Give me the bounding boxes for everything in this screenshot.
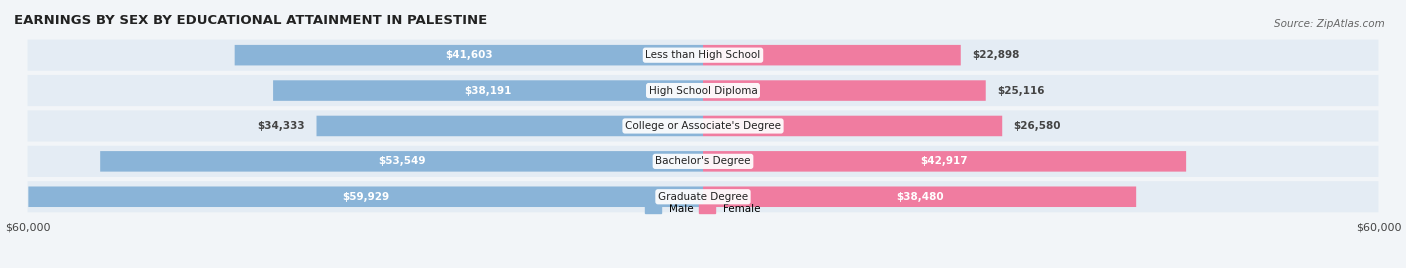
- FancyBboxPatch shape: [703, 80, 986, 101]
- FancyBboxPatch shape: [703, 116, 1002, 136]
- Text: EARNINGS BY SEX BY EDUCATIONAL ATTAINMENT IN PALESTINE: EARNINGS BY SEX BY EDUCATIONAL ATTAINMEN…: [14, 14, 488, 27]
- FancyBboxPatch shape: [235, 45, 703, 65]
- Text: $38,480: $38,480: [896, 192, 943, 202]
- Text: College or Associate's Degree: College or Associate's Degree: [626, 121, 780, 131]
- FancyBboxPatch shape: [28, 146, 1378, 177]
- FancyBboxPatch shape: [28, 181, 1378, 212]
- FancyBboxPatch shape: [273, 80, 703, 101]
- Legend: Male, Female: Male, Female: [641, 200, 765, 218]
- Text: $22,898: $22,898: [972, 50, 1019, 60]
- FancyBboxPatch shape: [703, 45, 960, 65]
- Text: $26,580: $26,580: [1014, 121, 1062, 131]
- Text: Source: ZipAtlas.com: Source: ZipAtlas.com: [1274, 19, 1385, 29]
- Text: $34,333: $34,333: [257, 121, 305, 131]
- FancyBboxPatch shape: [28, 187, 703, 207]
- FancyBboxPatch shape: [703, 151, 1187, 172]
- FancyBboxPatch shape: [703, 187, 1136, 207]
- Text: $42,917: $42,917: [921, 156, 969, 166]
- Text: Less than High School: Less than High School: [645, 50, 761, 60]
- FancyBboxPatch shape: [100, 151, 703, 172]
- Text: Graduate Degree: Graduate Degree: [658, 192, 748, 202]
- Text: $59,929: $59,929: [342, 192, 389, 202]
- FancyBboxPatch shape: [316, 116, 703, 136]
- Text: $38,191: $38,191: [464, 85, 512, 96]
- FancyBboxPatch shape: [28, 75, 1378, 106]
- Text: High School Diploma: High School Diploma: [648, 85, 758, 96]
- Text: $25,116: $25,116: [997, 85, 1045, 96]
- Text: $53,549: $53,549: [378, 156, 426, 166]
- Text: Bachelor's Degree: Bachelor's Degree: [655, 156, 751, 166]
- FancyBboxPatch shape: [28, 110, 1378, 142]
- Text: $41,603: $41,603: [446, 50, 492, 60]
- FancyBboxPatch shape: [28, 40, 1378, 71]
